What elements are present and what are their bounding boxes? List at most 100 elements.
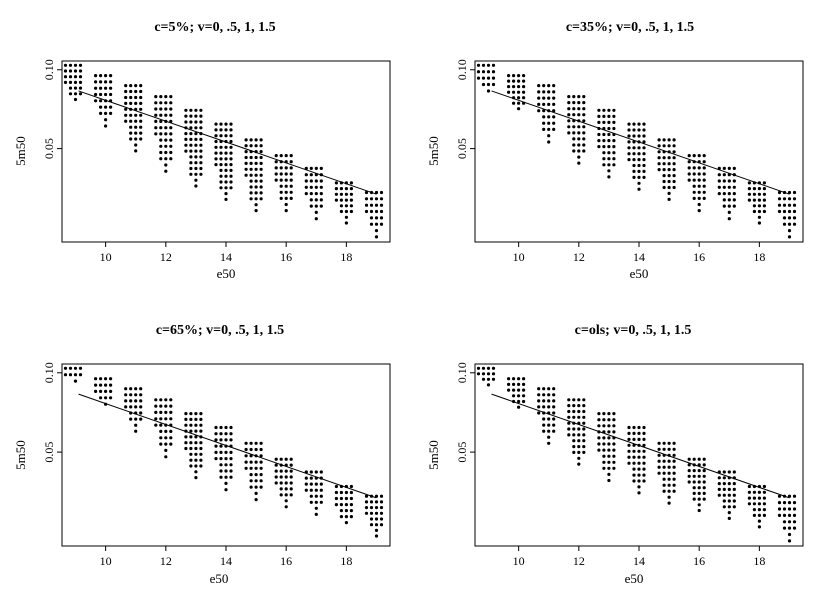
panel-1-point: [139, 113, 143, 117]
panel-1-point: [214, 139, 218, 144]
panel-4-point: [627, 425, 631, 430]
panel-1-point: [124, 107, 128, 111]
panel-4-point: [567, 404, 571, 408]
panel-4-point: [657, 441, 661, 445]
panel-2-point: [491, 76, 496, 80]
panel-4-point: [697, 469, 701, 473]
panel-4-point: [702, 463, 706, 467]
panel-1-point: [199, 137, 203, 141]
panel-1-point: [184, 149, 188, 153]
panel-3-point: [159, 398, 163, 402]
panel-4-points: [476, 366, 797, 543]
panel-3-point: [199, 464, 203, 468]
panel-4-x-axis: 10 12 14 16 18: [513, 546, 765, 568]
panel-1-point: [124, 101, 128, 105]
panel-1-point: [194, 114, 198, 118]
panel-3-point: [339, 509, 343, 513]
panel-4-point: [662, 459, 666, 463]
panel-4-point: [567, 433, 571, 437]
panel-2-point: [567, 113, 571, 117]
panel-1-fit-line: [78, 90, 377, 195]
panel-3-y-axis-label: 5m50: [13, 440, 28, 470]
panel-1-point: [349, 181, 353, 185]
panel-2-point: [757, 198, 762, 202]
panel-1-point: [159, 132, 163, 136]
panel-1-point: [244, 161, 248, 165]
panel-4-point: [632, 473, 636, 477]
panel-1-point: [199, 120, 203, 124]
panel-1-point: [154, 113, 158, 117]
panel-4-point: [722, 470, 726, 474]
panel-1-point: [289, 178, 293, 182]
panel-2-point: [792, 209, 797, 214]
panel-1-point: [154, 101, 158, 105]
panel-2-point: [672, 156, 676, 160]
panel-2-y-tick-label: 0.10: [455, 59, 469, 80]
panel-2-point: [727, 192, 731, 196]
panel-4-point: [722, 487, 726, 491]
panel-1-point: [164, 101, 168, 105]
panel-4-point: [792, 501, 797, 505]
panel-1-point: [189, 149, 193, 153]
panel-1-point: [194, 178, 198, 182]
panel-4-point: [702, 474, 706, 478]
panel-1-point: [254, 138, 258, 142]
panel-4-point: [662, 471, 666, 475]
panel-1-point: [364, 209, 369, 214]
panel-4-x-tick-label: 18: [753, 554, 765, 568]
panel-4-point: [637, 473, 641, 477]
panel-3-point: [219, 469, 223, 473]
panel-1-point: [129, 84, 133, 88]
panel-4-point: [637, 491, 641, 495]
panel-3-point: [73, 366, 78, 370]
panel-3-point: [219, 450, 223, 454]
panel-2-point: [602, 120, 606, 124]
panel-4-point: [602, 460, 606, 464]
panel-2-point: [612, 145, 616, 149]
panel-2-point: [657, 156, 661, 160]
panel-2-point: [787, 203, 792, 207]
panel-3-point: [244, 460, 248, 464]
panel-2-point: [687, 172, 691, 176]
panel-3-point: [219, 438, 223, 442]
panel-3-point: [314, 512, 318, 517]
panel-3-point: [214, 444, 218, 448]
panel-4-point: [607, 448, 611, 452]
panel-3-point: [279, 469, 283, 473]
panel-4-point: [672, 447, 676, 451]
panel-2-points: [476, 63, 797, 239]
panel-2-point: [552, 127, 556, 131]
panel-1-point: [259, 185, 263, 189]
panel-2-point: [752, 204, 757, 208]
panel-1-point: [109, 92, 113, 97]
panel-3-point: [219, 463, 223, 467]
panel-1-point: [249, 167, 253, 171]
panel-3-point: [279, 457, 283, 461]
panel-4-point: [552, 405, 556, 409]
panel-1-point: [364, 197, 369, 201]
panel-1-point: [99, 105, 103, 109]
panel-1-point: [279, 172, 283, 176]
panel-2-point: [747, 187, 752, 191]
panel-3-point: [309, 500, 313, 504]
panel-1-point: [289, 196, 293, 200]
panel-4-point: [511, 394, 516, 398]
panel-2-point: [607, 169, 611, 173]
panel-2-point: [582, 113, 586, 117]
panel-2-point: [572, 125, 576, 129]
panel-3-point: [284, 493, 288, 497]
panel-2-point: [547, 121, 551, 125]
panel-2-point: [577, 131, 581, 135]
panel-2-point: [542, 121, 546, 125]
panel-3-point: [219, 444, 223, 448]
panel-4-point: [507, 382, 511, 386]
panel-1-point: [279, 190, 283, 194]
panel-4-point: [732, 499, 736, 503]
panel-1-point: [189, 120, 193, 124]
panel-1-point: [284, 196, 288, 200]
panel-4-point: [552, 417, 556, 421]
panel-1-point: [219, 157, 223, 161]
panel-1-point: [129, 119, 133, 123]
panel-4-point: [792, 513, 797, 518]
